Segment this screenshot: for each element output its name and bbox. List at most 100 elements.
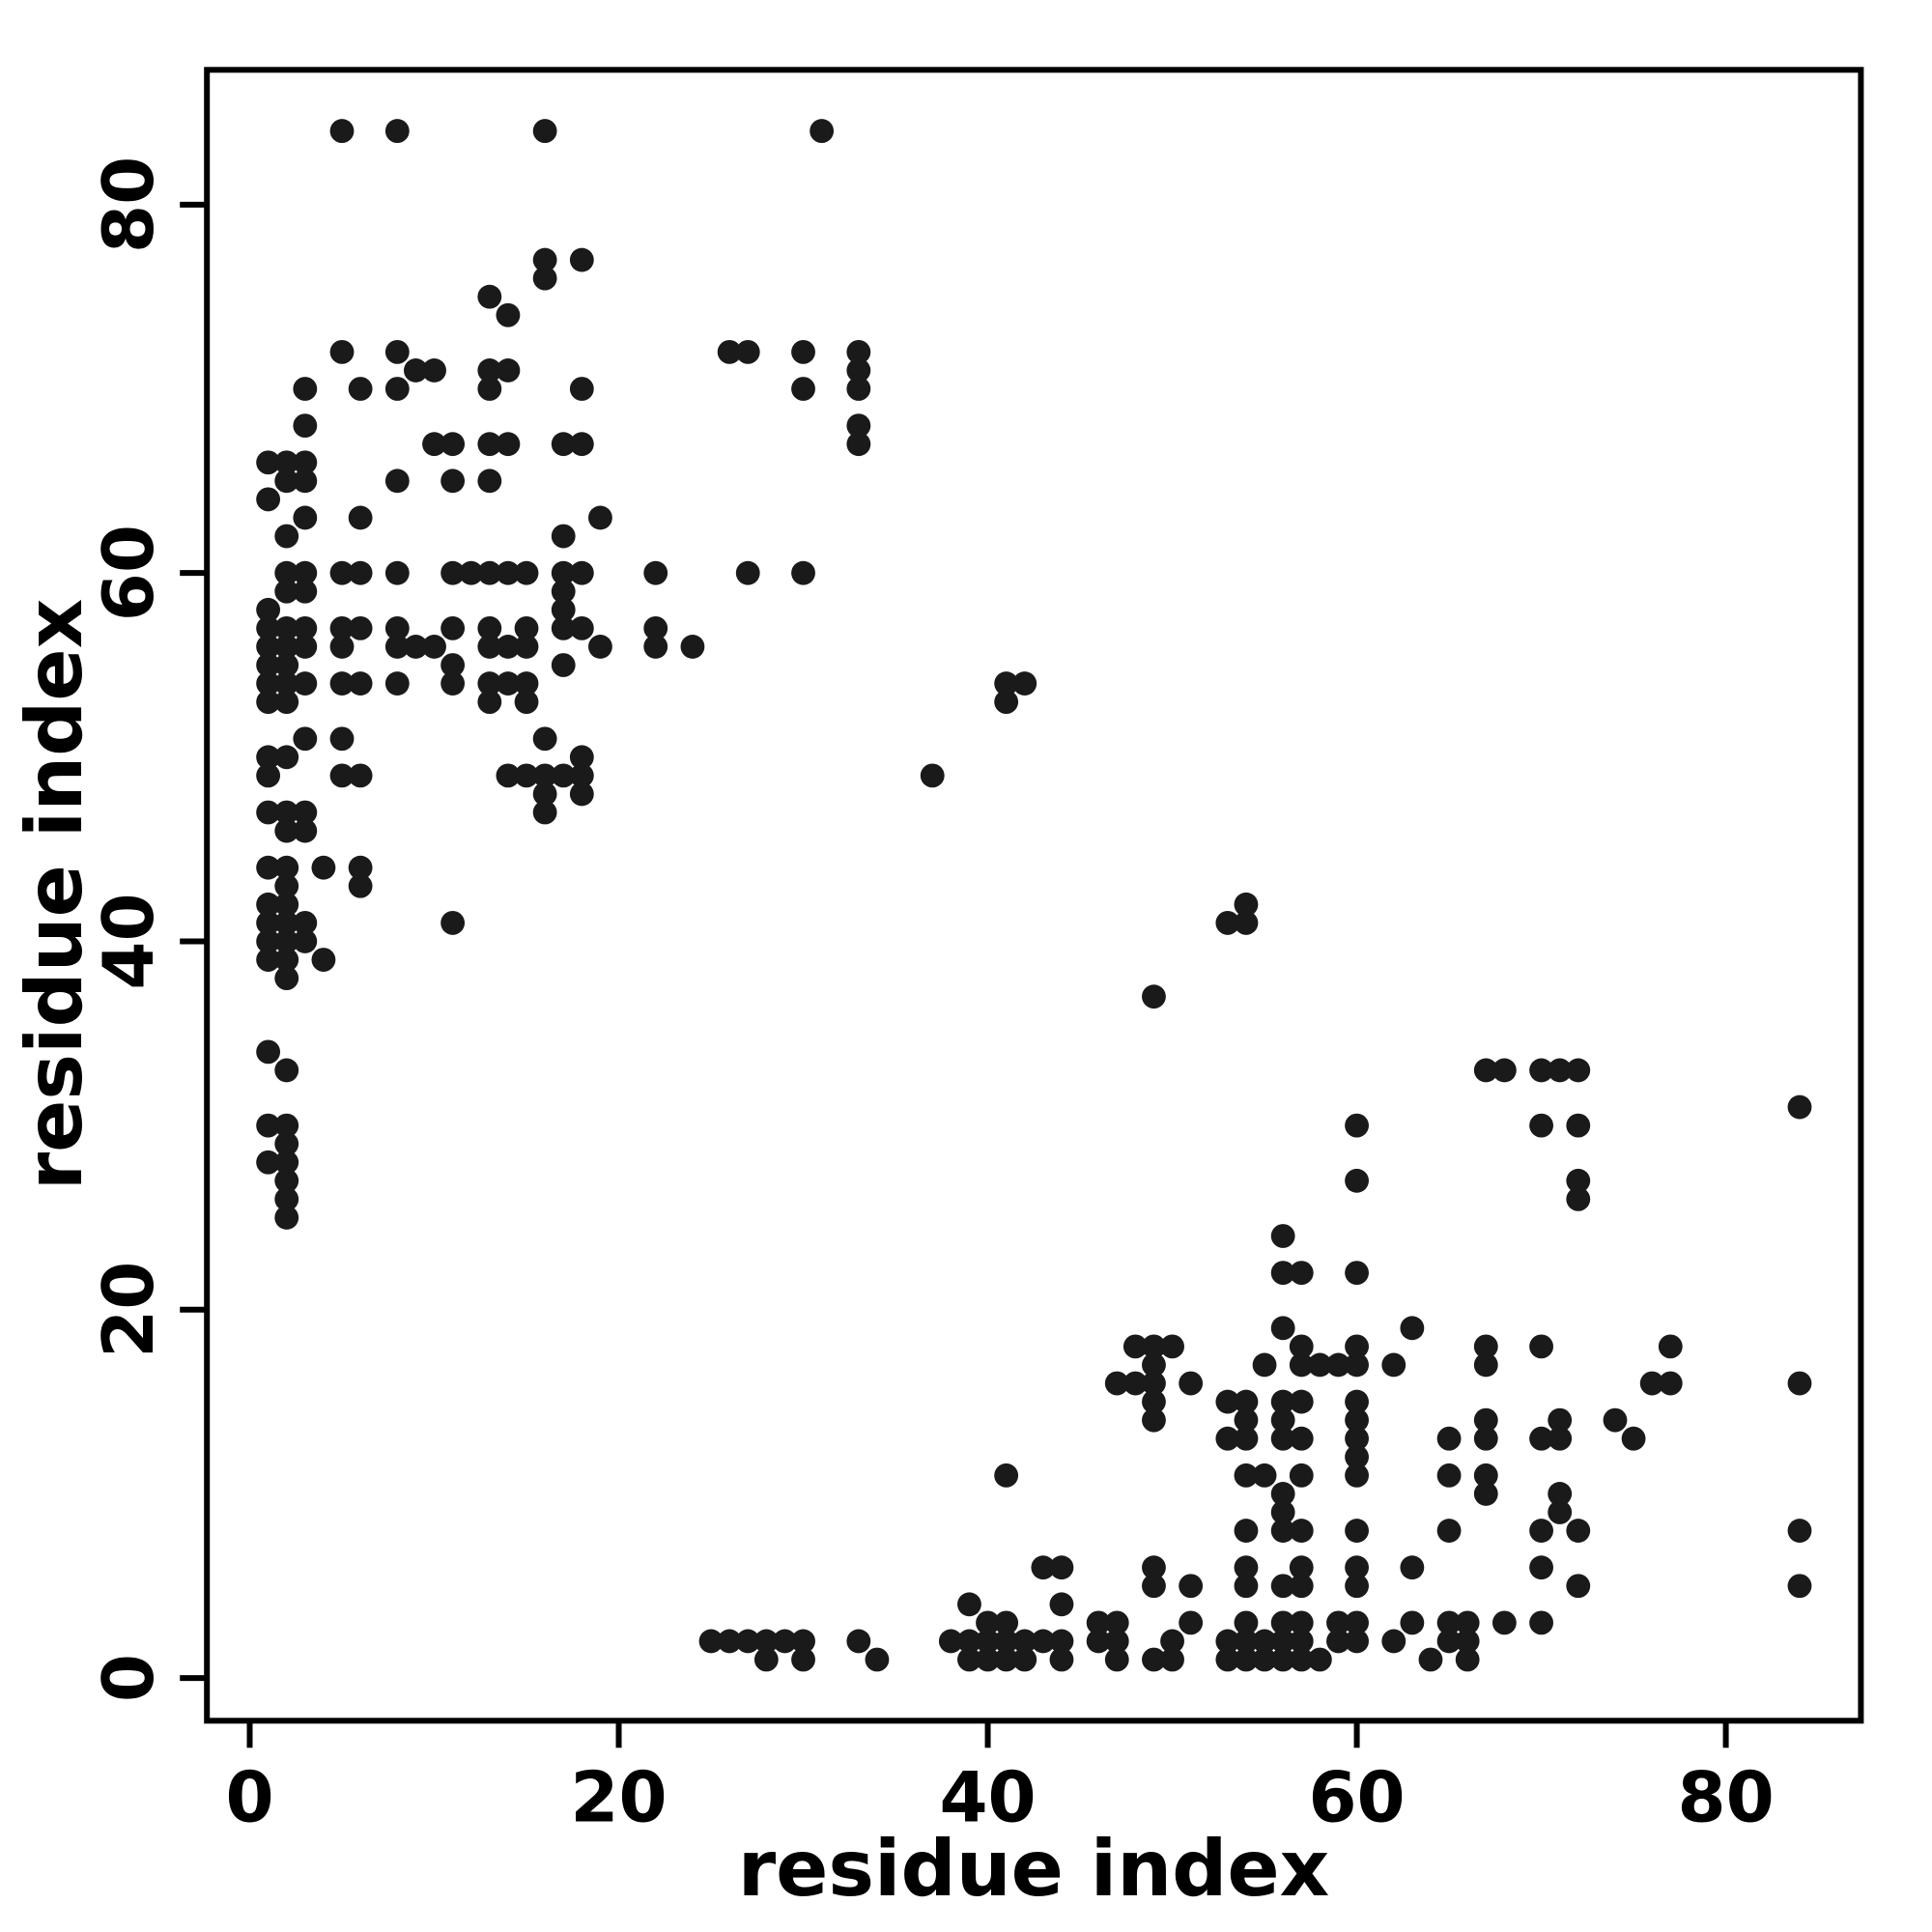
data-point: [1345, 1389, 1369, 1414]
data-point: [551, 560, 576, 585]
data-point: [1234, 1407, 1259, 1433]
data-point: [1234, 892, 1259, 917]
data-point: [588, 635, 612, 659]
data-point: [569, 560, 594, 585]
data-point: [1529, 1113, 1553, 1138]
data-point: [532, 247, 557, 272]
data-point: [293, 413, 318, 439]
data-point: [477, 358, 502, 383]
data-point: [551, 653, 576, 677]
data-point: [1345, 1261, 1369, 1286]
data-point: [810, 119, 835, 144]
data-point: [1345, 1610, 1369, 1635]
data-point: [440, 560, 466, 585]
data-point: [773, 1629, 797, 1654]
data-point: [440, 469, 466, 494]
data-point: [1270, 1610, 1295, 1635]
data-point: [791, 560, 815, 585]
data-point: [1252, 1629, 1277, 1654]
data-point: [551, 579, 576, 604]
data-point: [1529, 1610, 1553, 1635]
data-point: [532, 266, 557, 291]
data-point: [496, 671, 521, 696]
data-point: [384, 560, 410, 585]
data-point: [1234, 1519, 1259, 1543]
data-point: [735, 560, 760, 585]
data-point: [1381, 1629, 1406, 1654]
data-point: [1658, 1334, 1683, 1359]
data-point: [1104, 1371, 1129, 1396]
data-point: [384, 635, 410, 659]
data-point: [1345, 1407, 1369, 1433]
data-point: [348, 855, 373, 880]
data-point: [1289, 1610, 1314, 1635]
data-point: [569, 247, 594, 272]
data-point: [1122, 1334, 1148, 1359]
data-point: [459, 560, 484, 585]
data-point: [1787, 1574, 1812, 1599]
data-point: [1234, 1647, 1259, 1672]
data-point: [1307, 1352, 1332, 1378]
x-tick-label: 40: [939, 1756, 1036, 1837]
data-point: [846, 339, 871, 364]
data-point: [1252, 1647, 1277, 1672]
data-point: [846, 432, 871, 457]
data-point: [569, 615, 594, 640]
data-point: [440, 432, 466, 457]
data-point: [1270, 1261, 1295, 1286]
data-point: [994, 1610, 1019, 1635]
data-point: [1270, 1426, 1295, 1451]
data-point: [256, 1150, 281, 1175]
data-point: [256, 671, 281, 696]
data-point: [1160, 1647, 1184, 1672]
data-point: [274, 745, 299, 770]
data-point: [329, 671, 355, 696]
data-point: [1345, 1113, 1369, 1138]
data-point: [846, 358, 871, 383]
data-point: [293, 929, 318, 953]
data-point: [1289, 1647, 1314, 1672]
data-point: [1345, 1444, 1369, 1469]
data-point: [588, 505, 612, 530]
data-point: [514, 671, 539, 696]
data-point: [1142, 1647, 1166, 1672]
data-point: [348, 615, 373, 640]
data-point: [1270, 1629, 1295, 1654]
data-point: [1603, 1407, 1628, 1433]
data-point: [791, 1647, 815, 1672]
x-tick-label: 60: [1308, 1756, 1405, 1837]
data-point: [1529, 1426, 1553, 1451]
data-point: [274, 1186, 299, 1211]
data-point: [569, 763, 594, 788]
data-point: [1345, 1334, 1369, 1359]
data-point: [256, 597, 281, 622]
data-point: [1345, 1629, 1369, 1654]
data-point: [643, 560, 668, 585]
data-point: [1492, 1058, 1517, 1083]
data-point: [1142, 984, 1166, 1009]
data-point: [1122, 1371, 1148, 1396]
data-point: [1548, 1482, 1573, 1506]
data-point: [477, 432, 502, 457]
data-point: [422, 358, 446, 383]
data-point: [532, 800, 557, 825]
data-point: [1639, 1371, 1664, 1396]
data-point: [1289, 1389, 1314, 1414]
data-point: [1566, 1519, 1591, 1543]
y-axis-tick-labels: 0 20 40 60 80: [88, 156, 169, 1702]
data-point: [274, 1150, 299, 1175]
data-point: [496, 635, 521, 659]
data-point: [1473, 1334, 1498, 1359]
data-point: [329, 763, 355, 788]
data-point: [384, 671, 410, 696]
data-point: [329, 560, 355, 585]
data-point: [1031, 1629, 1056, 1654]
data-point: [1215, 1389, 1240, 1414]
data-point: [293, 910, 318, 935]
data-point: [791, 1629, 815, 1654]
data-point: [1234, 1426, 1259, 1451]
data-point: [274, 929, 299, 953]
data-point: [1270, 1574, 1295, 1599]
data-point: [551, 524, 576, 549]
data-point: [274, 818, 299, 843]
